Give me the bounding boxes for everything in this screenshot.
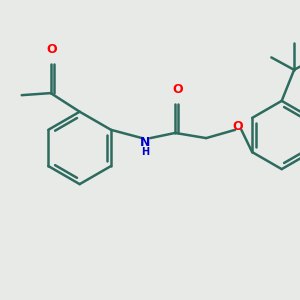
Text: O: O (232, 120, 242, 133)
Text: H: H (141, 147, 149, 157)
Text: O: O (46, 43, 57, 56)
Text: O: O (172, 83, 182, 96)
Text: N: N (140, 136, 150, 149)
